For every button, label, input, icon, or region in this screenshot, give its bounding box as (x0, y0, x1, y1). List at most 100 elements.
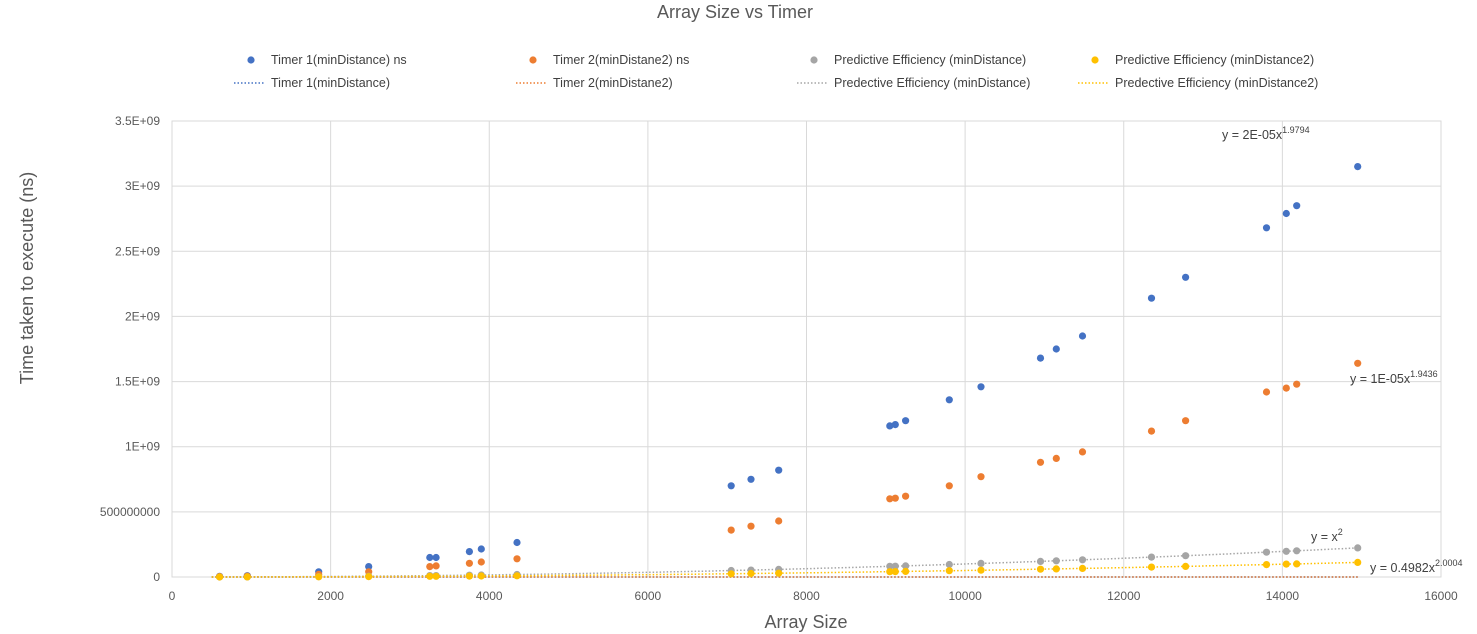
y-axis-ticks: 0 500000000 1E+09 1.5E+09 2E+09 2.5E+09 3E+09 3… (100, 114, 160, 584)
x-tick-label: 2000 (317, 589, 344, 603)
data-points (216, 163, 1362, 581)
legend: Timer 1(minDistance) ns Timer 2(minDistan… (234, 53, 1318, 90)
point-series-2 (891, 494, 899, 502)
point-series-4 (1262, 561, 1271, 569)
point-series-4 (1282, 560, 1290, 568)
y-tick-label: 1E+09 (125, 440, 160, 454)
legend-label: Timer 1(minDistance) (271, 76, 390, 90)
x-tick-label: 0 (169, 589, 176, 603)
legend-label: Predective Efficiency (minDistance) (834, 76, 1030, 90)
point-series-1 (977, 383, 985, 391)
legend-marker-icon (810, 56, 818, 64)
point-series-2 (1147, 427, 1156, 435)
point-series-1 (1282, 209, 1290, 218)
y-tick-label: 3.5E+09 (115, 114, 160, 128)
legend-item-trendline-4: Predective Efficiency (minDistance2) (1078, 76, 1318, 90)
y-axis-label: Time taken to execute (ns) (17, 172, 37, 384)
legend-item-marker-1: Timer 1(minDistance) ns (247, 53, 407, 67)
point-series-1 (477, 545, 485, 553)
trendline-equation-1: y = 2E-05x1.9794 (1222, 125, 1310, 142)
point-series-1 (747, 475, 755, 483)
point-series-3 (977, 559, 985, 568)
point-series-1 (775, 466, 783, 474)
point-series-4 (1182, 562, 1190, 571)
legend-label: Timer 2(minDistane2) ns (553, 53, 689, 67)
x-tick-label: 16000 (1424, 589, 1458, 603)
trendline-equation-3: y = x2 (1311, 527, 1343, 544)
point-series-1 (1052, 345, 1060, 353)
legend-marker-icon (247, 56, 255, 64)
point-series-2 (477, 558, 485, 566)
point-series-3 (1282, 547, 1290, 555)
legend-item-trendline-2: Timer 2(minDistane2) (516, 76, 673, 90)
plot-area-frame (171, 120, 1442, 578)
point-series-3 (1078, 556, 1087, 564)
point-series-2 (1293, 380, 1301, 388)
point-series-4 (775, 569, 783, 577)
point-series-2 (902, 492, 910, 500)
legend-label: Predictive Efficiency (minDistance2) (1115, 53, 1314, 67)
point-series-2 (1052, 454, 1060, 462)
point-series-1 (513, 538, 521, 547)
legend-item-marker-3: Predictive Efficiency (minDistance) (810, 53, 1026, 67)
point-series-1 (1262, 224, 1271, 232)
point-series-1 (365, 563, 373, 571)
point-series-2 (432, 562, 440, 570)
point-series-4 (216, 573, 224, 581)
point-series-3 (1262, 548, 1271, 556)
point-series-4 (243, 573, 251, 581)
point-series-1 (432, 553, 440, 562)
legend-item-marker-4: Predictive Efficiency (minDistance2) (1091, 53, 1314, 67)
point-series-3 (1182, 552, 1190, 560)
point-series-1 (465, 548, 473, 556)
point-series-1 (886, 422, 894, 430)
point-series-4 (977, 566, 985, 574)
point-series-4 (891, 568, 899, 576)
trendline-equation-4: y = 0.4982x2.0004 (1370, 558, 1463, 575)
point-series-4 (1354, 558, 1362, 567)
point-series-3 (891, 562, 899, 570)
x-axis-ticks: 0 2000 4000 6000 8000 10000 12000 14000 16000 (169, 589, 1458, 603)
point-series-1 (902, 417, 910, 425)
legend-label: Predective Efficiency (minDistance2) (1115, 76, 1318, 90)
point-series-3 (902, 562, 910, 570)
point-series-2 (727, 526, 735, 534)
point-series-2 (775, 517, 783, 525)
point-series-4 (1036, 565, 1045, 573)
point-series-2 (513, 555, 521, 563)
legend-label: Predictive Efficiency (minDistance) (834, 53, 1026, 67)
point-series-2 (1282, 384, 1290, 392)
y-tick-label: 2.5E+09 (115, 244, 160, 258)
y-tick-label: 0 (153, 570, 160, 584)
point-series-3 (1052, 557, 1060, 565)
point-series-4 (1147, 563, 1156, 571)
point-series-3 (1293, 547, 1301, 555)
point-series-1 (426, 553, 434, 562)
point-series-1 (1036, 354, 1045, 362)
point-series-2 (977, 473, 985, 481)
point-series-4 (727, 570, 735, 578)
gridlines (172, 121, 1441, 577)
trendline-equations: y = 2E-05x1.9794 y = 1E-05x1.9436 y = x2 y … (1222, 125, 1463, 575)
point-series-4 (1052, 565, 1060, 573)
point-series-3 (945, 560, 953, 569)
point-series-2 (1078, 448, 1087, 456)
legend-marker-icon (529, 56, 537, 64)
x-tick-label: 4000 (476, 589, 503, 603)
legend-item-marker-2: Timer 2(minDistane2) ns (529, 53, 689, 67)
point-series-4 (1078, 564, 1087, 573)
y-tick-label: 2E+09 (125, 309, 160, 323)
point-series-3 (886, 562, 894, 570)
chart-title: Array Size vs Timer (657, 2, 813, 22)
y-tick-label: 3E+09 (125, 179, 160, 193)
point-series-2 (1182, 417, 1190, 425)
y-tick-label: 1.5E+09 (115, 375, 160, 389)
point-series-1 (891, 421, 899, 429)
point-series-4 (465, 572, 473, 580)
point-series-1 (1293, 202, 1301, 210)
point-series-2 (465, 559, 473, 567)
point-series-1 (945, 396, 953, 404)
point-series-4 (315, 573, 323, 581)
x-axis-label: Array Size (764, 612, 847, 632)
